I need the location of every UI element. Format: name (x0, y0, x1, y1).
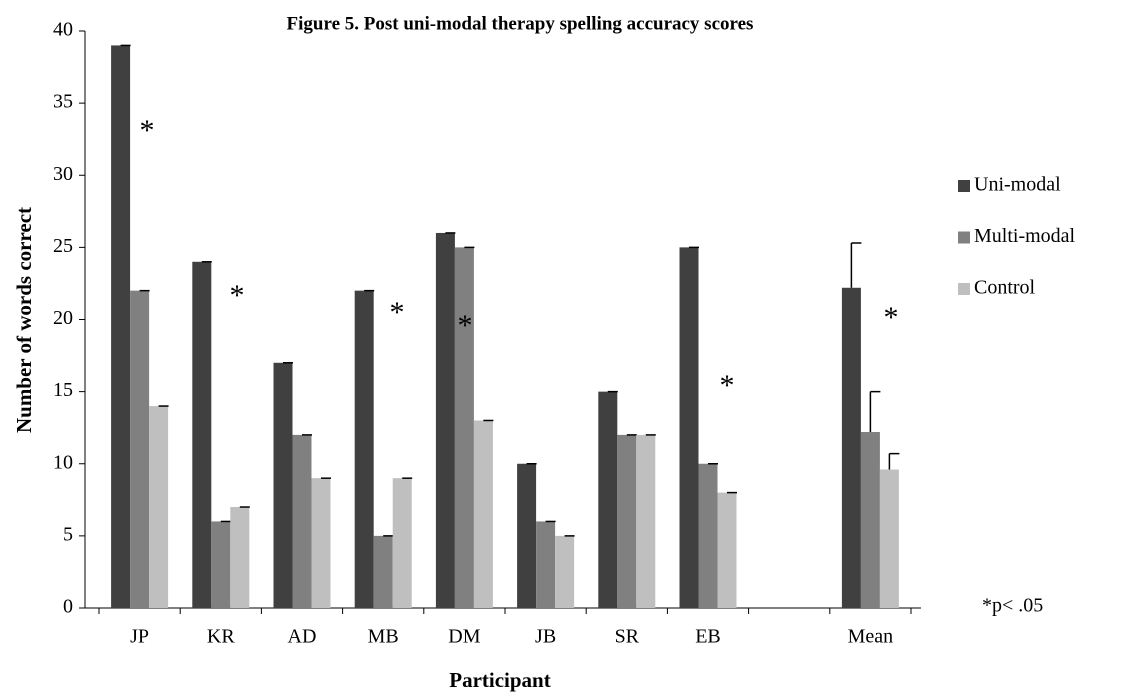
x-axis-title: Participant (449, 668, 550, 692)
bar (841, 287, 861, 608)
legend-label: Control (974, 277, 1036, 299)
annotation: * (140, 114, 155, 147)
x-tick-label: DM (448, 626, 480, 648)
error-bar (888, 452, 900, 470)
annotation: * (230, 279, 245, 312)
bar (698, 463, 718, 608)
x-tick-label: MB (368, 626, 399, 648)
x-tick-label: AD (288, 626, 317, 648)
bar (454, 247, 474, 608)
annotation: * (390, 296, 405, 329)
legend-swatch (958, 231, 970, 244)
annotation: * (884, 301, 899, 334)
bar (130, 290, 150, 608)
bar (555, 535, 575, 608)
bar (598, 391, 618, 608)
y-tick-label: 10 (53, 451, 73, 473)
error-bar (869, 390, 881, 433)
x-tick-label: JP (130, 626, 149, 648)
bar (373, 535, 393, 608)
x-tick-label: JB (535, 626, 556, 648)
y-tick-label: 5 (63, 523, 73, 545)
bar (717, 492, 737, 608)
bar (879, 469, 899, 608)
bar (679, 247, 699, 608)
bar (354, 290, 374, 608)
y-tick-label: 0 (63, 596, 73, 618)
bar (111, 45, 131, 609)
bar (311, 478, 331, 608)
bar (860, 432, 880, 608)
y-tick-label: 15 (53, 379, 73, 401)
x-tick-label: EB (695, 626, 721, 648)
bar (536, 521, 556, 608)
y-tick-label: 40 (53, 19, 73, 41)
bar (636, 434, 656, 608)
bar (149, 406, 169, 608)
y-axis-title: Number of words correct (12, 207, 36, 433)
chart-title: Figure 5. Post uni-modal therapy spellin… (287, 13, 754, 34)
note: *p< .05 (982, 595, 1043, 617)
bar (435, 232, 455, 608)
bar (192, 261, 212, 608)
bar (392, 478, 412, 608)
legend-swatch (958, 180, 970, 192)
legend-label: Multi-modal (974, 225, 1076, 247)
bar (292, 434, 312, 608)
legend-swatch (958, 283, 970, 295)
x-tick-label: SR (615, 626, 640, 648)
x-tick-label: KR (207, 626, 235, 648)
y-tick-label: 25 (53, 235, 73, 257)
annotation: * (720, 369, 735, 402)
y-tick-label: 20 (53, 307, 73, 329)
y-tick-label: 30 (53, 163, 73, 185)
legend-label: Uni-modal (974, 174, 1061, 196)
bar (473, 420, 493, 608)
bar (211, 521, 231, 608)
bar (273, 362, 293, 608)
annotation: * (458, 309, 473, 342)
bar (230, 507, 250, 608)
x-tick-label: Mean (848, 626, 894, 648)
error-bar (850, 242, 862, 288)
y-tick-label: 35 (53, 91, 73, 113)
bar (517, 463, 537, 608)
bar (617, 434, 637, 608)
